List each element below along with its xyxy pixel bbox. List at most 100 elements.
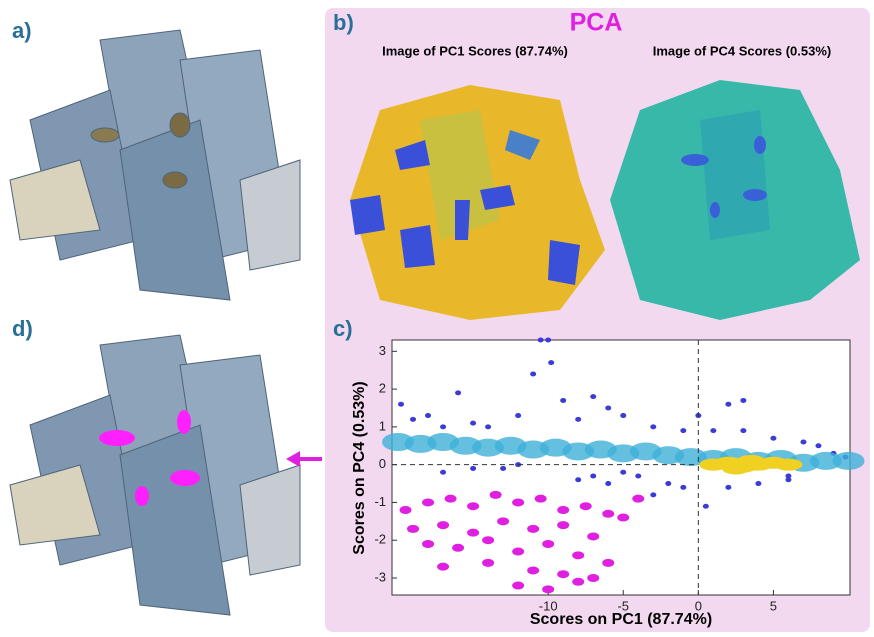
point (557, 521, 569, 529)
point (425, 413, 431, 418)
y-tick-label: 2 (379, 381, 386, 396)
image-title: Image of PC1 Scores (87.74%) (382, 43, 568, 58)
point (590, 394, 596, 399)
point (602, 559, 614, 567)
point (557, 506, 569, 514)
point (560, 398, 566, 403)
point (740, 428, 746, 433)
point (590, 474, 596, 479)
point (400, 506, 412, 514)
y-tick-label: -3 (374, 569, 386, 584)
point (725, 485, 731, 490)
point (587, 532, 599, 540)
point (440, 470, 446, 475)
point (470, 466, 476, 471)
y-tick-label: -2 (374, 532, 386, 547)
point (665, 481, 671, 486)
panel-label: a) (12, 18, 32, 43)
point (452, 544, 464, 552)
point (740, 398, 746, 403)
y-tick-label: 0 (379, 456, 386, 471)
x-tick-label: 0 (695, 598, 702, 613)
panel-label: d) (12, 316, 33, 341)
point (512, 498, 524, 506)
x-tick-label: 5 (770, 598, 777, 613)
point (703, 504, 709, 509)
point (545, 338, 551, 343)
point (445, 495, 457, 503)
page: {"panels": {"a": "a)", "b": "b)", "c": "… (0, 0, 874, 637)
point (407, 525, 419, 533)
point (410, 417, 416, 422)
point (497, 517, 509, 525)
point (542, 540, 554, 548)
point (832, 452, 864, 470)
point (800, 440, 806, 445)
point (722, 462, 750, 474)
y-tick-label: -1 (374, 494, 386, 509)
point (538, 338, 544, 343)
point (515, 413, 521, 418)
point (470, 421, 476, 426)
point (437, 563, 449, 571)
point (605, 406, 611, 411)
point (482, 559, 494, 567)
point (785, 474, 791, 479)
point (422, 540, 434, 548)
point (542, 585, 554, 593)
point (490, 491, 502, 499)
point (650, 424, 656, 429)
point (440, 424, 446, 429)
point (530, 372, 536, 377)
point (422, 498, 434, 506)
point (512, 582, 524, 590)
point (500, 466, 506, 471)
panel-label: c) (333, 316, 353, 341)
arrow (286, 451, 322, 467)
point (587, 574, 599, 582)
point (617, 514, 629, 522)
point (632, 495, 644, 503)
point (575, 477, 581, 482)
point (774, 459, 802, 471)
point (572, 578, 584, 586)
x-axis-label: Scores on PC1 (87.74%) (530, 611, 712, 628)
point (482, 536, 494, 544)
image-title: Image of PC4 Scores (0.53%) (653, 43, 831, 58)
point (620, 470, 626, 475)
point (620, 413, 626, 418)
point (602, 510, 614, 518)
point (485, 424, 491, 429)
y-tick-label: 3 (379, 343, 386, 358)
point (512, 548, 524, 556)
image-a (10, 30, 300, 300)
point (572, 551, 584, 559)
point (575, 417, 581, 422)
point (557, 570, 569, 578)
point (580, 502, 592, 510)
panel-label: b) (333, 10, 354, 35)
point (535, 495, 547, 503)
pca-title: PCA (570, 9, 623, 37)
point (548, 360, 554, 365)
point (467, 529, 479, 537)
point (725, 402, 731, 407)
point (770, 436, 776, 441)
figure: a) b) c) d) PCA Image of PC1 Scores (87.… (0, 0, 874, 637)
point (650, 492, 656, 497)
point (710, 428, 716, 433)
point (467, 502, 479, 510)
image-d (10, 335, 300, 615)
point (755, 481, 761, 486)
y-axis-label: Scores on PC4 (0.53%) (351, 381, 368, 554)
point (605, 481, 611, 486)
x-tick-label: -5 (617, 598, 629, 613)
y-tick-label: 1 (379, 418, 386, 433)
x-tick-label: -10 (539, 598, 558, 613)
point (680, 428, 686, 433)
point (455, 390, 461, 395)
point (527, 566, 539, 574)
point (680, 485, 686, 490)
point (635, 474, 641, 479)
point (815, 443, 821, 448)
